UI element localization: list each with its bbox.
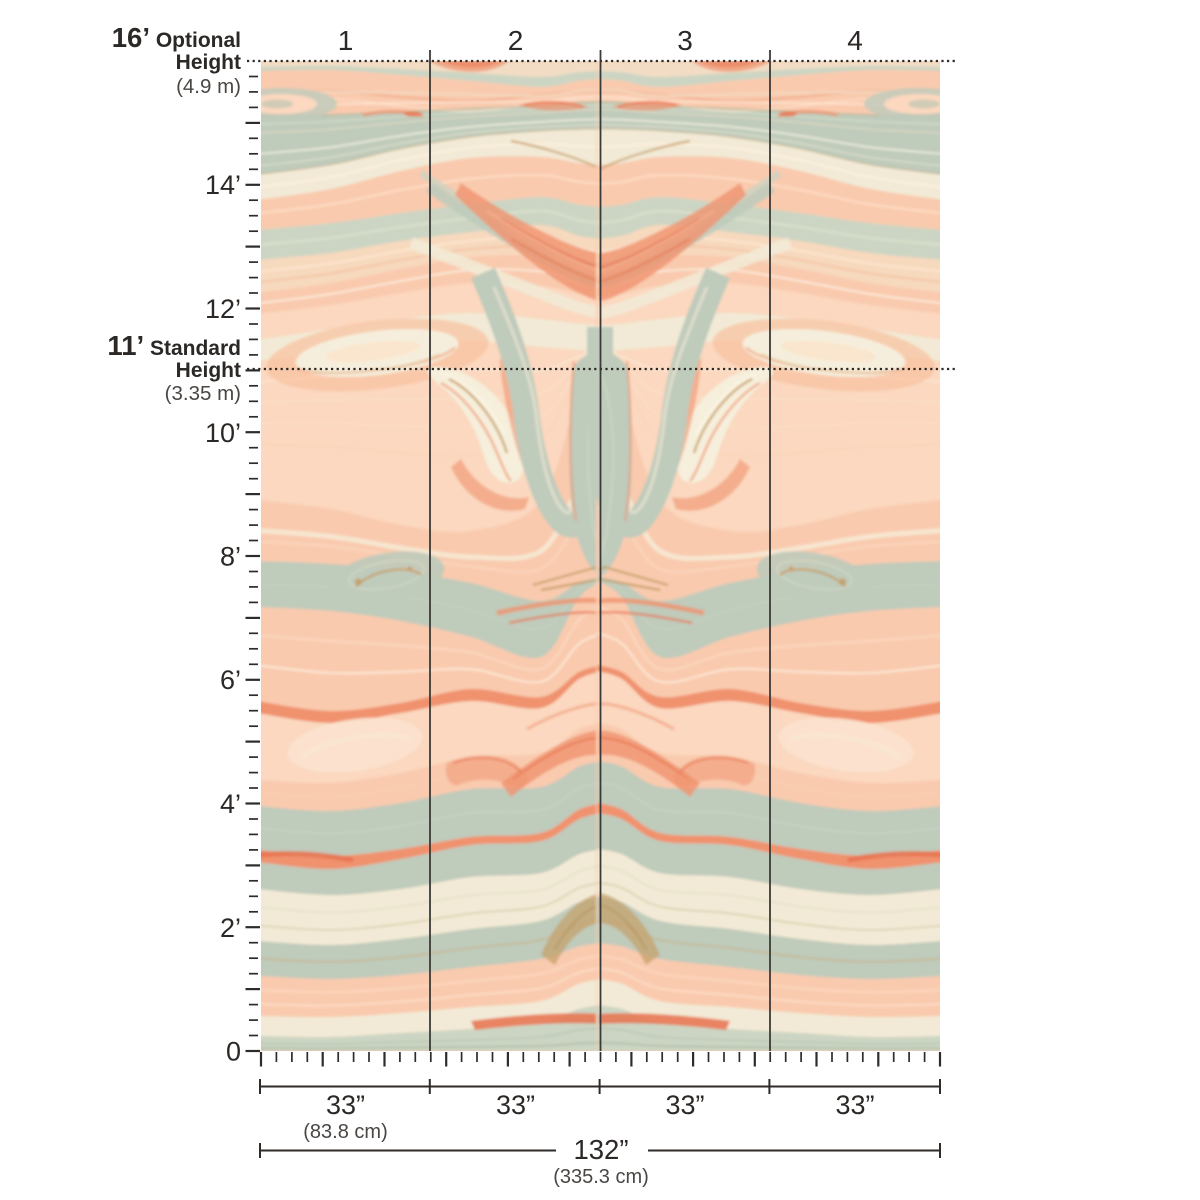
svg-text:Height: Height: [176, 359, 241, 382]
svg-text:14’: 14’: [205, 170, 241, 200]
svg-text:4: 4: [847, 25, 863, 56]
svg-text:2’: 2’: [220, 913, 241, 943]
svg-text:33”: 33”: [665, 1090, 704, 1120]
svg-text:4’: 4’: [220, 789, 241, 819]
svg-text:Height: Height: [176, 51, 241, 74]
svg-text:(4.9 m): (4.9 m): [176, 75, 241, 98]
svg-text:(3.35 m): (3.35 m): [165, 382, 241, 405]
svg-text:33”: 33”: [496, 1090, 535, 1120]
svg-text:1: 1: [338, 25, 354, 56]
svg-text:132”: 132”: [573, 1134, 628, 1165]
svg-text:33”: 33”: [835, 1090, 874, 1120]
svg-text:12’: 12’: [205, 294, 241, 324]
svg-text:6’: 6’: [220, 665, 241, 695]
svg-text:(83.8 cm): (83.8 cm): [303, 1121, 387, 1143]
svg-text:33”: 33”: [326, 1090, 365, 1120]
svg-text:2: 2: [508, 25, 524, 56]
svg-text:10’: 10’: [205, 418, 241, 448]
svg-text:8’: 8’: [220, 542, 241, 572]
svg-text:3: 3: [677, 25, 693, 56]
svg-text:(335.3 cm): (335.3 cm): [553, 1166, 649, 1188]
svg-text:0: 0: [226, 1037, 241, 1067]
